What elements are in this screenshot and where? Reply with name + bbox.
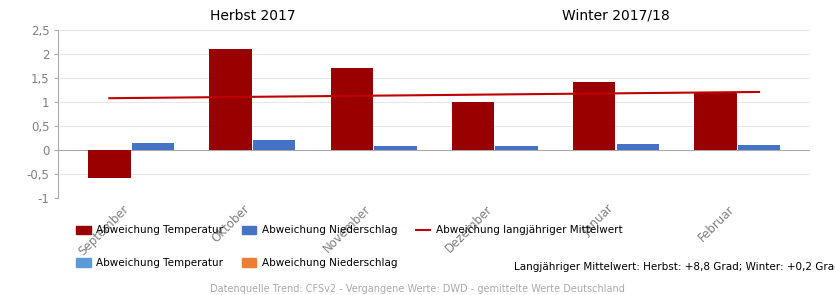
Bar [694, 92, 736, 150]
Bar [89, 150, 130, 178]
Bar [331, 68, 373, 150]
Bar [210, 49, 252, 150]
Text: Langjähriger Mittelwert: Herbst: +8,8 Grad; Winter: +0,2 Grad: Langjähriger Mittelwert: Herbst: +8,8 Gr… [514, 262, 835, 272]
Bar [253, 140, 296, 150]
Text: Datenquelle Trend: CFSv2 - Vergangene Werte: DWD - gemittelte Werte Deutschland: Datenquelle Trend: CFSv2 - Vergangene We… [210, 284, 625, 294]
Text: Herbst 2017: Herbst 2017 [210, 9, 296, 23]
Bar [452, 101, 494, 150]
Bar [573, 82, 615, 150]
Bar [495, 146, 538, 150]
Text: Winter 2017/18: Winter 2017/18 [562, 9, 670, 23]
Bar [616, 144, 659, 150]
Legend: Abweichung Temperatur, Abweichung Niederschlag, Abweichung langjähriger Mittelwe: Abweichung Temperatur, Abweichung Nieder… [72, 221, 626, 240]
Legend: Abweichung Temperatur, Abweichung Niederschlag: Abweichung Temperatur, Abweichung Nieder… [72, 254, 401, 272]
Bar [738, 145, 780, 150]
Bar [374, 146, 417, 150]
Bar [132, 143, 175, 150]
